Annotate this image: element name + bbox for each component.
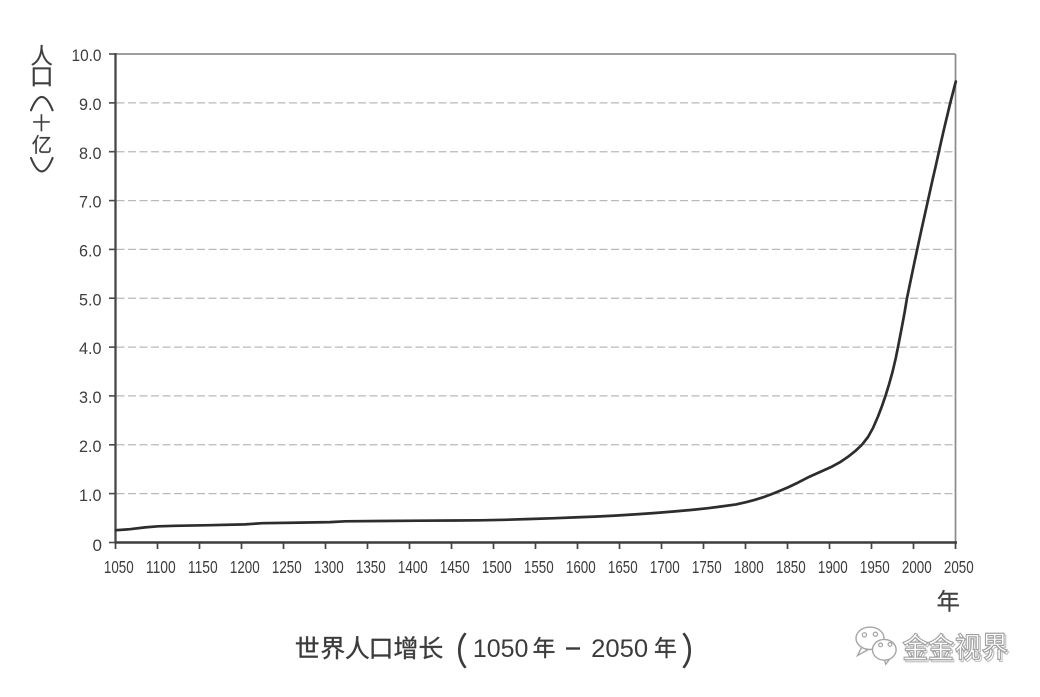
- svg-text:1750: 1750: [692, 557, 722, 577]
- svg-text:1500: 1500: [482, 557, 512, 577]
- svg-text:1100: 1100: [146, 557, 176, 577]
- svg-text:7.0: 7.0: [79, 193, 102, 212]
- svg-text:1050: 1050: [473, 635, 529, 663]
- svg-text:1900: 1900: [818, 557, 848, 577]
- svg-text:1450: 1450: [440, 557, 470, 577]
- svg-text:1350: 1350: [356, 557, 386, 577]
- svg-text:3.0: 3.0: [79, 388, 102, 407]
- svg-text:10.0: 10.0: [72, 46, 102, 65]
- svg-text:1250: 1250: [272, 557, 302, 577]
- svg-text:2050: 2050: [944, 557, 974, 577]
- svg-text:2.0: 2.0: [79, 437, 102, 456]
- svg-text:1950: 1950: [860, 557, 890, 577]
- svg-text:1050: 1050: [104, 557, 134, 577]
- svg-text:1200: 1200: [230, 557, 260, 577]
- svg-text:1700: 1700: [650, 557, 680, 577]
- svg-text:4.0: 4.0: [79, 339, 102, 358]
- svg-text:1600: 1600: [566, 557, 596, 577]
- svg-text:1550: 1550: [524, 557, 554, 577]
- svg-text:1150: 1150: [188, 557, 218, 577]
- svg-text:1300: 1300: [314, 557, 344, 577]
- svg-text:1650: 1650: [608, 557, 638, 577]
- svg-text:1.0: 1.0: [79, 486, 102, 505]
- svg-text:1400: 1400: [398, 557, 428, 577]
- svg-text:5.0: 5.0: [79, 290, 102, 309]
- svg-text:0: 0: [93, 536, 102, 555]
- svg-text:9.0: 9.0: [79, 95, 102, 114]
- svg-text:6.0: 6.0: [79, 242, 102, 261]
- svg-text:8.0: 8.0: [79, 144, 102, 163]
- svg-text:1800: 1800: [734, 557, 764, 577]
- svg-text:1850: 1850: [776, 557, 806, 577]
- svg-text:2050: 2050: [591, 635, 648, 663]
- svg-text:2000: 2000: [902, 557, 932, 577]
